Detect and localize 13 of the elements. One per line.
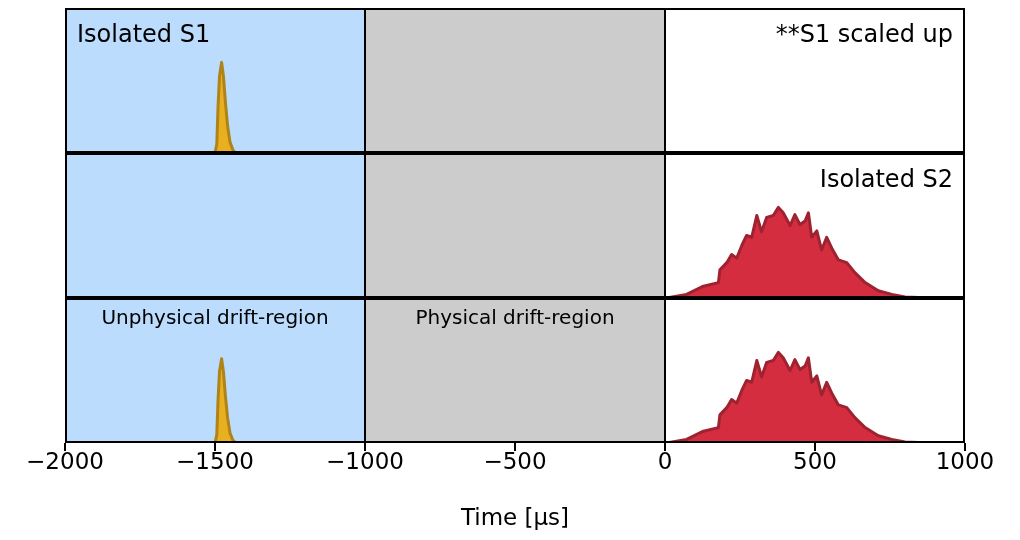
band-label: Unphysical drift-region	[101, 305, 329, 330]
x-tick-label: −500	[483, 448, 547, 475]
text: Isolated S2	[819, 165, 953, 193]
x-tick-label: 0	[657, 448, 673, 475]
x-tick-label: −2000	[26, 448, 104, 475]
text: Isolated S1	[77, 20, 211, 48]
x-tick-label: −1000	[326, 448, 404, 475]
band-label: Physical drift-region	[415, 305, 615, 330]
text: **S1 scaled up	[775, 20, 953, 48]
x-axis-title: Time [µs]	[459, 504, 570, 530]
x-tick-label: 500	[793, 448, 837, 475]
x-tick-label: −1500	[176, 448, 254, 475]
x-tick-label: 1000	[935, 448, 995, 475]
